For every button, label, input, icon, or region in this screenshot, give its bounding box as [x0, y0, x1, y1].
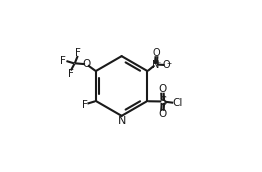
- Text: N: N: [117, 116, 126, 126]
- Text: +: +: [156, 60, 161, 64]
- Text: S: S: [159, 95, 167, 108]
- Text: F: F: [59, 56, 66, 66]
- Text: −: −: [166, 60, 171, 65]
- Text: O: O: [159, 84, 167, 94]
- Text: N: N: [152, 60, 159, 70]
- Text: Cl: Cl: [172, 98, 183, 108]
- Text: O: O: [162, 60, 170, 70]
- Text: O: O: [152, 48, 160, 58]
- Text: F: F: [68, 69, 74, 79]
- Text: O: O: [159, 109, 167, 119]
- Text: O: O: [83, 58, 91, 69]
- Text: F: F: [82, 100, 88, 110]
- Text: F: F: [75, 48, 81, 58]
